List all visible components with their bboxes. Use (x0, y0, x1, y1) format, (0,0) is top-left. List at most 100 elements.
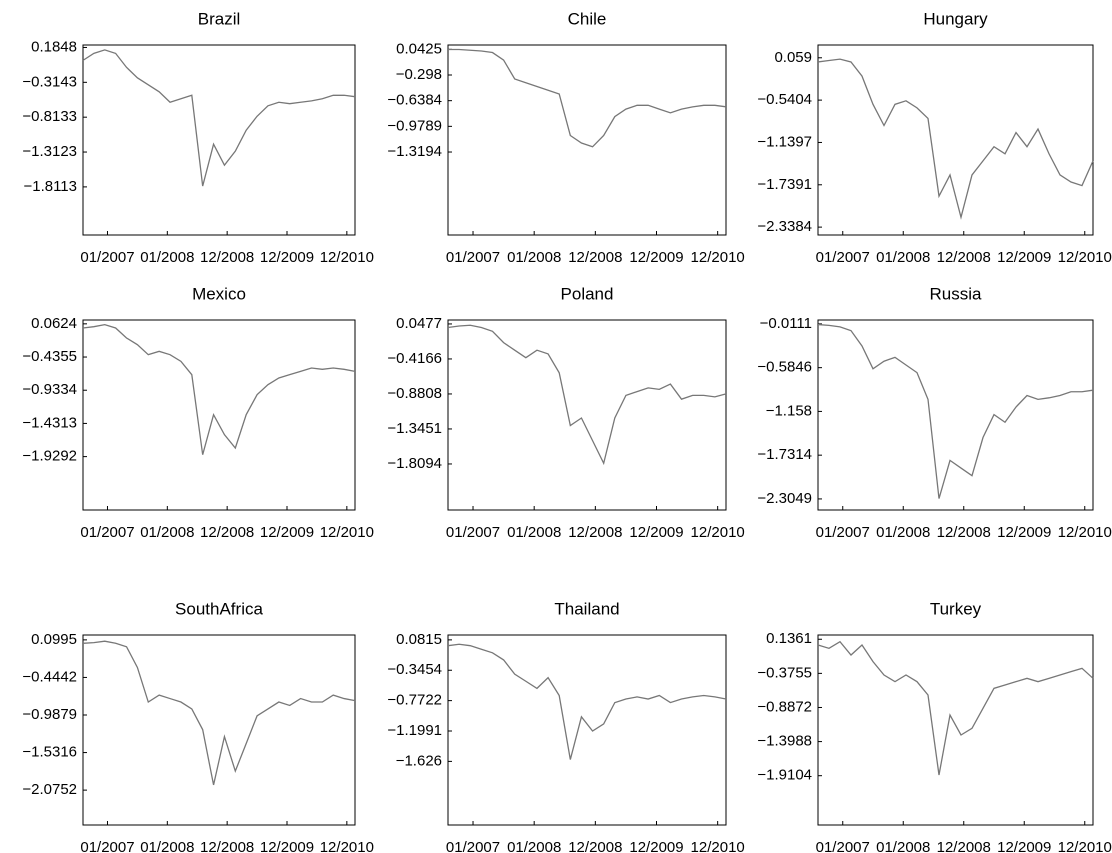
x-tick-label: 01/2008 (876, 839, 930, 853)
x-tick-label: 01/2007 (446, 524, 500, 541)
y-tick-label: −1.9292 (22, 448, 77, 465)
x-tick-label: 12/2010 (320, 249, 374, 266)
panel-title: Russia (930, 284, 983, 303)
x-tick-label: 12/2009 (997, 524, 1051, 541)
x-tick-label: 12/2008 (937, 839, 991, 853)
y-tick-label: −1.7391 (757, 176, 812, 193)
series-line (82, 324, 356, 455)
y-tick-label: 0.0815 (396, 631, 442, 648)
y-tick-label: −0.3755 (757, 664, 812, 681)
y-tick-label: −2.3049 (757, 490, 812, 507)
y-tick-label: −1.3194 (387, 143, 442, 160)
y-tick-label: 0.0624 (31, 315, 77, 332)
x-tick-label: 01/2007 (816, 524, 870, 541)
y-tick-label: −0.3454 (387, 661, 442, 678)
x-tick-label: 12/2009 (997, 249, 1051, 266)
panel-title: Poland (561, 284, 614, 303)
x-tick-label: 12/2009 (260, 524, 314, 541)
x-tick-label: 01/2008 (876, 524, 930, 541)
x-tick-label: 12/2010 (1058, 839, 1112, 853)
panel-title: Thailand (554, 599, 619, 618)
plot-frame (817, 319, 1094, 511)
x-tick-label: 12/2008 (568, 249, 622, 266)
y-tick-label: −0.5404 (757, 91, 812, 108)
panel-title: Chile (568, 9, 607, 28)
x-tick-label: 12/2009 (260, 839, 314, 853)
x-tick-label: 01/2007 (446, 249, 500, 266)
y-tick-label: −0.9789 (387, 117, 442, 134)
y-tick-label: −0.0111 (760, 315, 812, 332)
x-tick-label: 12/2010 (691, 839, 745, 853)
x-tick-label: 01/2007 (80, 249, 134, 266)
y-tick-label: −0.4355 (22, 348, 77, 365)
x-tick-label: 12/2009 (629, 524, 683, 541)
x-tick-label: 01/2007 (816, 249, 870, 266)
x-tick-label: 01/2008 (140, 524, 194, 541)
series-line (447, 643, 727, 760)
y-tick-label: −1.9104 (757, 767, 812, 784)
y-tick-label: −0.8808 (387, 385, 442, 402)
x-tick-label: 12/2008 (568, 524, 622, 541)
x-tick-label: 12/2010 (691, 249, 745, 266)
x-tick-label: 12/2008 (937, 524, 991, 541)
y-tick-label: −1.158 (766, 402, 812, 419)
x-tick-label: 12/2009 (260, 249, 314, 266)
y-tick-label: −0.9334 (22, 381, 77, 398)
y-tick-label: −1.8094 (387, 455, 442, 472)
y-tick-label: −1.8113 (23, 178, 77, 195)
panel-title: Turkey (930, 599, 982, 618)
x-tick-label: 01/2008 (140, 249, 194, 266)
y-tick-label: 0.1361 (766, 630, 812, 647)
panel-title: Brazil (198, 9, 241, 28)
y-tick-label: −1.4313 (22, 414, 77, 431)
y-tick-label: 0.0477 (396, 315, 442, 332)
series-line (448, 48, 727, 148)
plot-frame (82, 319, 356, 511)
y-tick-label: −0.6384 (387, 92, 442, 109)
y-tick-label: −1.3123 (22, 143, 77, 160)
x-tick-label: 01/2007 (80, 839, 134, 853)
x-tick-label: 12/2008 (200, 524, 254, 541)
x-tick-label: 01/2008 (876, 249, 930, 266)
x-tick-label: 12/2008 (568, 839, 622, 853)
x-tick-label: 12/2010 (320, 524, 374, 541)
x-tick-label: 12/2009 (997, 839, 1051, 853)
plot-frame (447, 44, 727, 236)
x-tick-label: 12/2009 (629, 249, 683, 266)
y-tick-label: −0.9879 (22, 706, 77, 723)
y-tick-label: −0.4166 (387, 350, 442, 367)
plot-frame (82, 634, 356, 826)
y-tick-label: −2.0752 (22, 781, 77, 798)
x-tick-label: 12/2010 (1058, 524, 1112, 541)
x-tick-label: 12/2008 (937, 249, 991, 266)
y-tick-label: −1.1991 (387, 722, 442, 739)
y-tick-label: −1.3451 (387, 420, 442, 437)
plot-frame (82, 44, 356, 236)
series-line (817, 640, 1094, 776)
y-tick-label: −0.8872 (757, 698, 812, 715)
panel-title: SouthAfrica (175, 599, 263, 618)
y-tick-label: 0.0425 (396, 40, 442, 57)
y-tick-label: −1.3988 (757, 733, 812, 750)
x-tick-label: 01/2008 (507, 249, 561, 266)
y-tick-label: −2.3384 (757, 218, 812, 235)
x-tick-label: 12/2009 (629, 839, 683, 853)
y-tick-label: −0.3143 (22, 73, 77, 90)
y-tick-label: 0.1848 (31, 38, 77, 55)
series-line (82, 49, 356, 187)
plot-frame (447, 319, 727, 511)
series-line (82, 640, 356, 786)
y-tick-label: −1.1397 (757, 133, 812, 150)
plot-frame (817, 44, 1094, 236)
panel-title: Hungary (923, 9, 988, 28)
x-tick-label: 01/2007 (446, 839, 500, 853)
y-tick-label: −1.5316 (22, 744, 77, 761)
x-tick-label: 01/2008 (140, 839, 194, 853)
x-tick-label: 12/2010 (691, 524, 745, 541)
y-tick-label: −0.298 (396, 66, 442, 83)
y-tick-label: −1.7314 (757, 446, 812, 463)
y-tick-label: 0.0995 (31, 631, 77, 648)
x-tick-label: 12/2010 (1058, 249, 1112, 266)
plot-frame (447, 634, 727, 826)
